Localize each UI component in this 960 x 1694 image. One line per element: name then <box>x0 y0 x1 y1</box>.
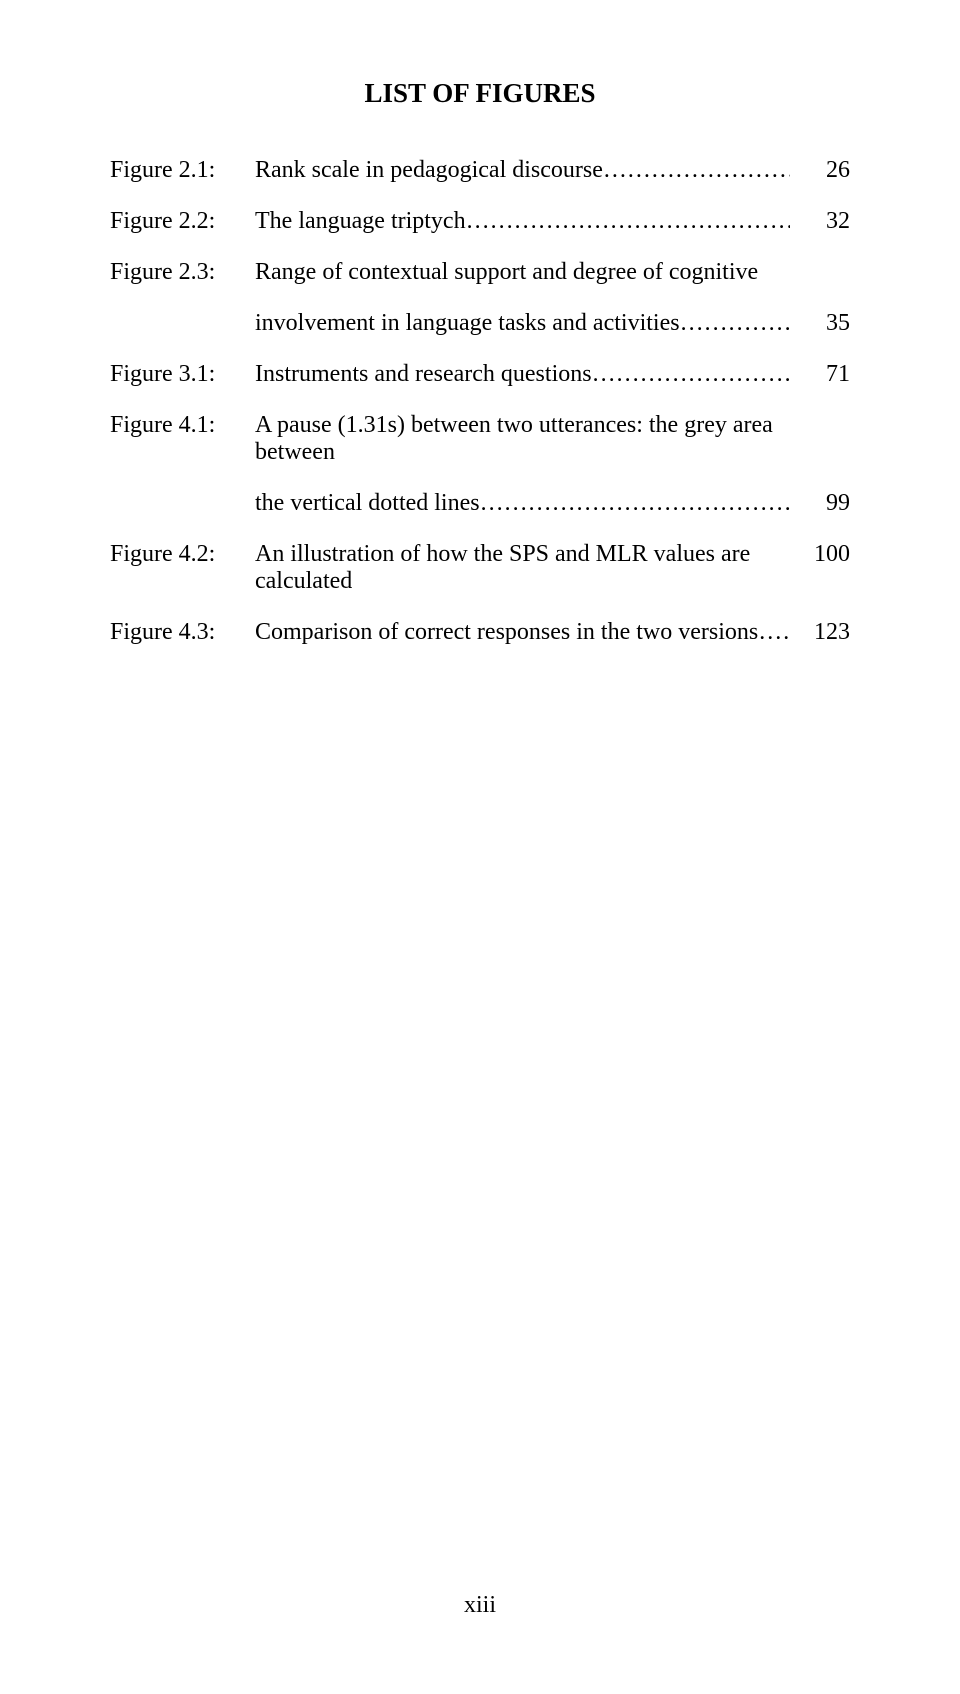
figure-description-text: Comparison of correct responses in the t… <box>255 619 758 645</box>
figure-description-text: The language triptych <box>255 208 466 234</box>
figure-page: 71 <box>790 361 850 388</box>
figure-description: the vertical dotted lines <box>255 490 790 517</box>
figure-list: Figure 2.1:Rank scale in pedagogical dis… <box>110 157 850 646</box>
figure-page: 100 <box>790 541 850 568</box>
figure-entry: involvement in language tasks and activi… <box>110 310 850 337</box>
figure-description: Comparison of correct responses in the t… <box>255 619 790 646</box>
figure-entry: Figure 4.1:A pause (1.31s) between two u… <box>110 412 850 466</box>
figure-entry: Figure 4.2:An illustration of how the SP… <box>110 541 850 595</box>
figure-label: Figure 4.3: <box>110 619 255 646</box>
figure-page: 123 <box>790 619 850 646</box>
figure-entry: Figure 4.3:Comparison of correct respons… <box>110 619 850 646</box>
figure-page: 99 <box>790 490 850 517</box>
figure-description: involvement in language tasks and activi… <box>255 310 790 337</box>
page-number: xiii <box>0 1592 960 1619</box>
figure-label: Figure 2.1: <box>110 157 255 184</box>
figure-entry: the vertical dotted lines 99 <box>110 490 850 517</box>
figure-entry: Figure 2.1:Rank scale in pedagogical dis… <box>110 157 850 184</box>
figure-label: Figure 4.2: <box>110 541 255 568</box>
figure-page: 26 <box>790 157 850 184</box>
figure-description-text: A pause (1.31s) between two utterances: … <box>255 412 773 465</box>
figure-description: The language triptych <box>255 208 790 235</box>
figure-description-text: Instruments and research questions <box>255 361 592 387</box>
figure-label: Figure 2.2: <box>110 208 255 235</box>
page-title: LIST OF FIGURES <box>110 78 850 109</box>
figure-description: Instruments and research questions <box>255 361 790 388</box>
figure-description-text: involvement in language tasks and activi… <box>255 310 680 336</box>
figure-description-text: the vertical dotted lines <box>255 490 480 516</box>
figure-description: Range of contextual support and degree o… <box>255 259 790 286</box>
figure-label: Figure 4.1: <box>110 412 255 439</box>
figure-description: Rank scale in pedagogical discourse <box>255 157 790 184</box>
figure-description-text: Rank scale in pedagogical discourse <box>255 157 603 183</box>
figure-entry: Figure 2.3:Range of contextual support a… <box>110 259 850 286</box>
figure-page: 32 <box>790 208 850 235</box>
figure-entry: Figure 2.2:The language triptych 32 <box>110 208 850 235</box>
figure-description-text: Range of contextual support and degree o… <box>255 259 758 285</box>
figure-page: 35 <box>790 310 850 337</box>
figure-description-text: An illustration of how the SPS and MLR v… <box>255 541 750 594</box>
figure-label: Figure 3.1: <box>110 361 255 388</box>
figure-entry: Figure 3.1:Instruments and research ques… <box>110 361 850 388</box>
figure-description: An illustration of how the SPS and MLR v… <box>255 541 790 595</box>
figure-label: Figure 2.3: <box>110 259 255 286</box>
figure-description: A pause (1.31s) between two utterances: … <box>255 412 790 466</box>
